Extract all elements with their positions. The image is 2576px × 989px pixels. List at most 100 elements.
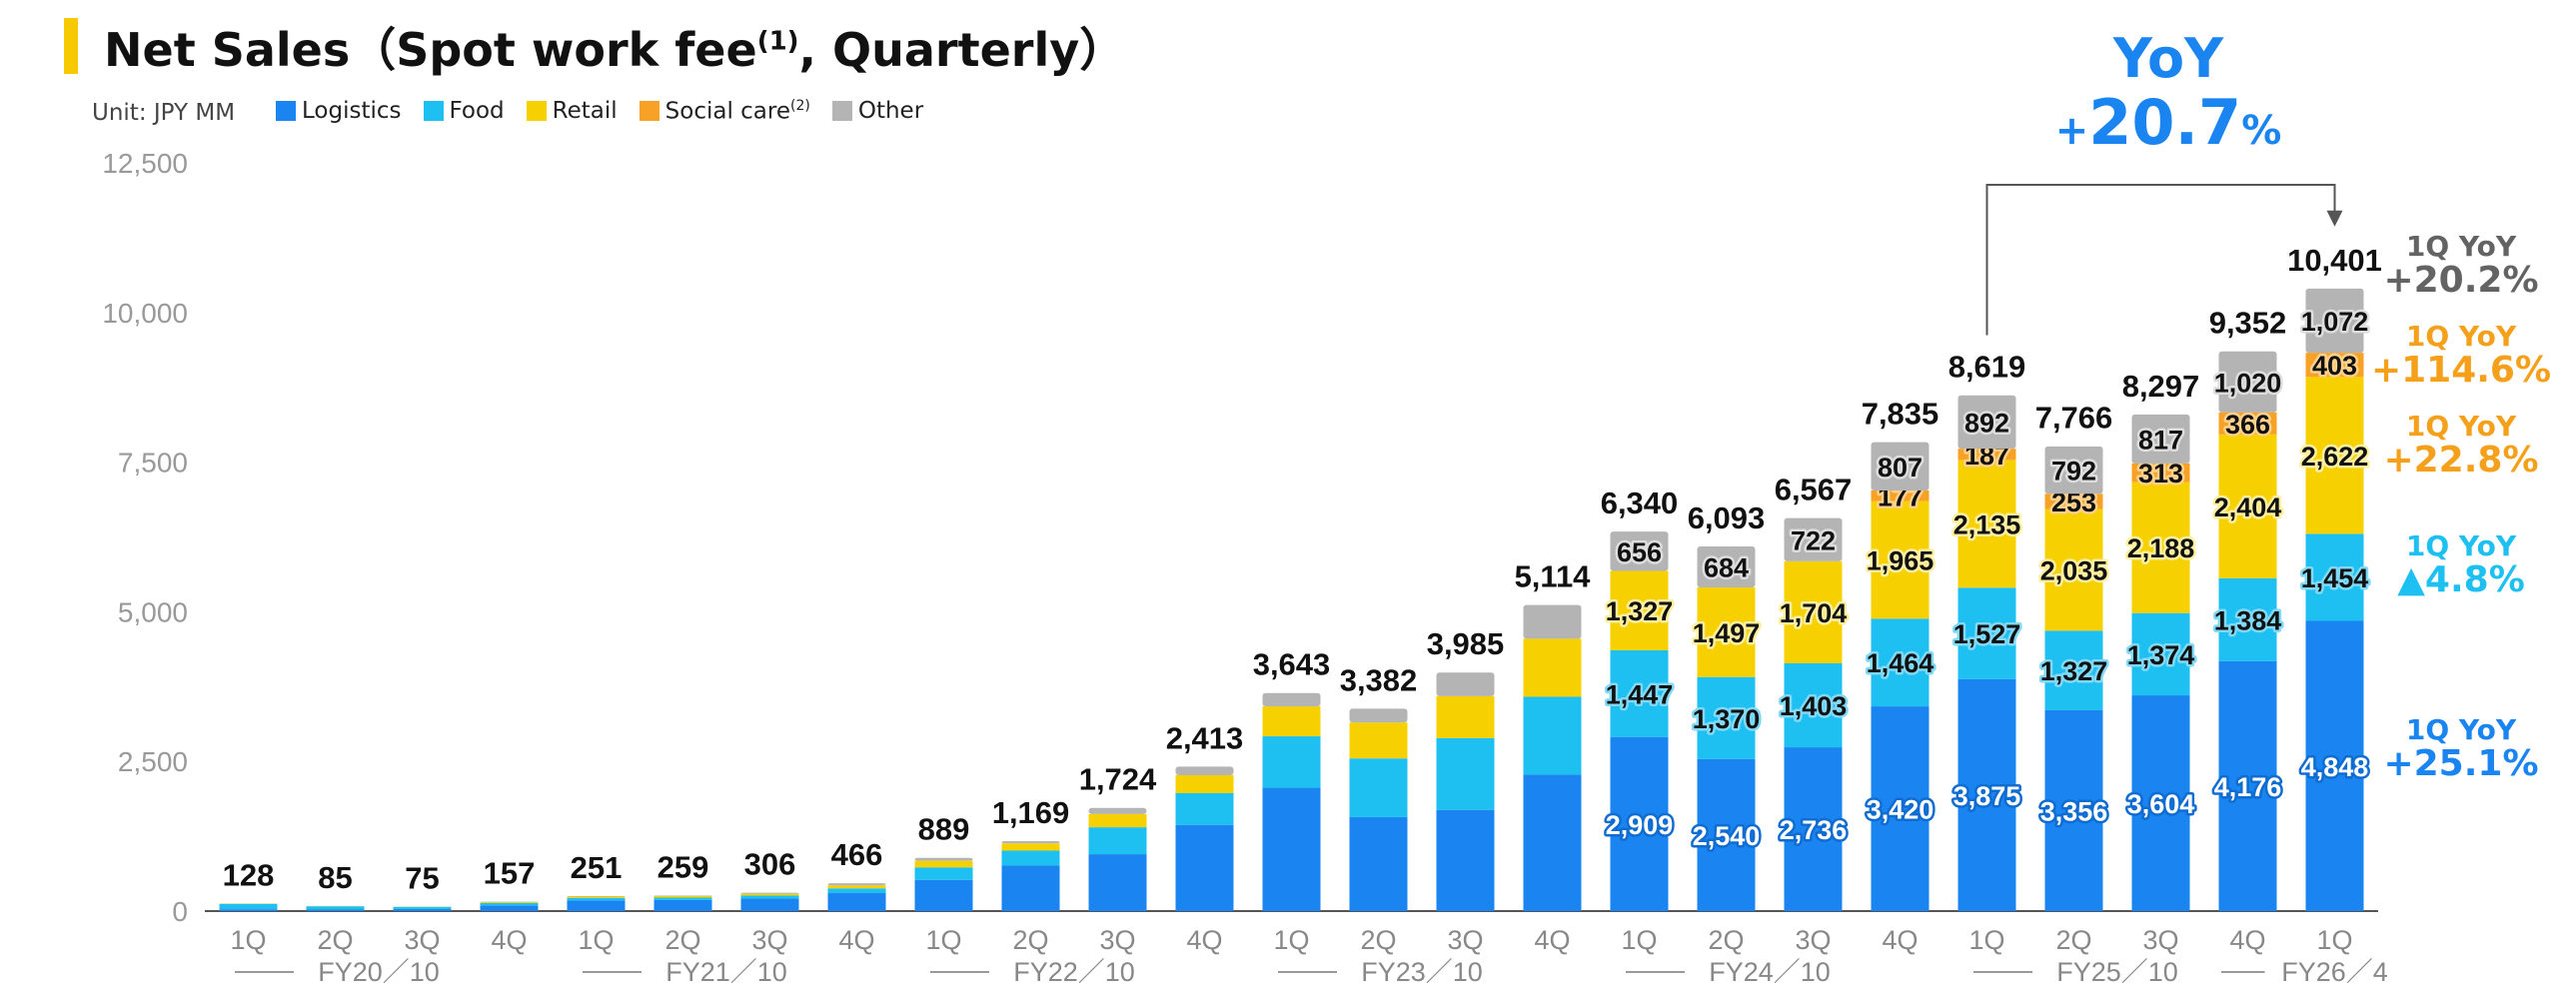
- bar-segment-food: [1349, 758, 1408, 817]
- yoy-headline: YoY +20.7%: [2048, 32, 2288, 154]
- bar-segment-other: [2305, 288, 2364, 354]
- bar-segment-food: [1175, 792, 1234, 825]
- legend-swatch-retail: [526, 101, 547, 122]
- legend: Logistics Food Retail Social care(2) Oth…: [276, 98, 923, 125]
- segment-value-label: 817: [2138, 425, 2183, 455]
- legend-item-logistics: Logistics: [276, 98, 402, 125]
- legend-item-social-care: Social care(2): [639, 98, 810, 125]
- legend-item-retail: Retail: [526, 98, 618, 125]
- x-tick-label: 4Q: [2229, 925, 2265, 955]
- legend-label-social-care: Social care: [664, 98, 790, 125]
- bar-segment-food: [1262, 736, 1321, 788]
- segment-value-label: 2,909: [1606, 810, 1674, 840]
- bar-segment-retail: [827, 885, 886, 889]
- segment-value-label: 1,454: [2301, 563, 2369, 593]
- bar-segment-logistics: [1957, 678, 2016, 911]
- bar-segment-other: [2131, 414, 2190, 464]
- segment-value-label: 1,704: [1780, 598, 1848, 628]
- bar-total-label: 3,382: [1340, 662, 1418, 697]
- segment-value-label: 1,464: [1867, 648, 1934, 678]
- bar-segment-food: [2218, 577, 2277, 661]
- segment-value-label: 2,736: [1780, 815, 1848, 845]
- bar-total-label: 7,835: [1862, 397, 1939, 432]
- legend-label-retail: Retail: [552, 98, 618, 125]
- x-tick-label: 3Q: [1795, 925, 1831, 955]
- bar-segment-other: [1175, 766, 1234, 775]
- bar-segment-logistics: [1001, 865, 1060, 911]
- segment-value-label: 2,404: [2214, 493, 2282, 522]
- x-tick-label: 2Q: [317, 925, 353, 955]
- bar-segment-retail: [1436, 695, 1495, 738]
- bar-segment-retail: [2044, 508, 2103, 631]
- bar-segment-retail: [914, 860, 973, 868]
- bar-segment-retail: [2131, 482, 2190, 613]
- bar-total-label: 466: [831, 837, 883, 872]
- bar-segment-food: [914, 867, 973, 880]
- bar-segment-food: [306, 906, 365, 910]
- bar-segment-food: [1610, 649, 1669, 737]
- segment-value-label: 403: [2312, 351, 2357, 381]
- bar-segment-logistics: [1349, 816, 1408, 911]
- segment-value-label: 892: [1964, 408, 2009, 438]
- bar-segment-logistics: [1610, 736, 1669, 911]
- bar-segment-logistics: [1784, 747, 1843, 911]
- side-yoy-logistics: 1Q YoY +25.1%: [2346, 713, 2576, 784]
- bar-segment-food: [827, 888, 886, 894]
- fiscal-year-label: FY20／10: [318, 957, 440, 987]
- bar-segment-retail: [2305, 377, 2364, 534]
- x-tick-label: 2Q: [1708, 925, 1744, 955]
- side-yoy-label: 1Q YoY: [2405, 230, 2517, 263]
- bar-segment-logistics: [1523, 774, 1582, 911]
- bar-segment-logistics: [2218, 660, 2277, 911]
- bar-segment-retail: [2218, 434, 2277, 578]
- bar-segment-food: [1871, 618, 1930, 707]
- bar-segment-food: [393, 906, 452, 909]
- bar-segment-logistics: [827, 893, 886, 911]
- bar-segment-retail: [480, 902, 539, 903]
- y-tick-label: 5,000: [118, 596, 188, 627]
- bar-segment-retail: [1175, 774, 1234, 793]
- bar-total-label: 1,724: [1079, 762, 1157, 797]
- x-tick-label: 1Q: [1621, 925, 1657, 955]
- fiscal-year-label: FY26／4: [2281, 957, 2388, 987]
- x-tick-label: 1Q: [925, 925, 961, 955]
- segment-value-label: 684: [1704, 553, 1749, 583]
- segment-value-label: 1,374: [2127, 640, 2195, 670]
- segment-value-label: 1,527: [1953, 619, 2021, 649]
- bar-total-label: 6,567: [1775, 473, 1853, 507]
- bar-total-label: 1,169: [992, 795, 1070, 830]
- fiscal-year-label: FY23／10: [1361, 957, 1483, 987]
- y-tick-label: 7,500: [118, 448, 188, 479]
- side-yoy-label: 1Q YoY: [2405, 410, 2517, 443]
- page-title: Net Sales（Spot work fee(1), Quarterly）: [104, 14, 1125, 80]
- segment-value-label: 3,420: [1867, 795, 1934, 825]
- segment-value-label: 3,604: [2127, 789, 2195, 819]
- segment-value-label: 792: [2051, 457, 2096, 487]
- x-tick-label: 4Q: [1882, 925, 1918, 955]
- bar-segment-other: [1436, 672, 1495, 696]
- segment-value-label: 1,403: [1780, 691, 1848, 721]
- yoy-bracket-arrowhead: [2326, 210, 2343, 227]
- segment-value-label: 1,497: [1693, 618, 1761, 648]
- bar-total-label: 259: [657, 849, 709, 884]
- side-yoy-label: 1Q YoY: [2405, 713, 2517, 746]
- bar-segment-other: [740, 892, 799, 894]
- segment-value-label: 2,135: [1953, 509, 2021, 539]
- x-tick-label: 3Q: [2142, 925, 2178, 955]
- x-tick-label: 4Q: [1186, 925, 1222, 955]
- y-tick-label: 12,500: [102, 148, 188, 179]
- bar-segment-logistics: [2131, 695, 2190, 911]
- yoy-headline-pct: %: [2241, 108, 2282, 154]
- bar-segment-food: [1957, 587, 2016, 679]
- bar-segment-other: [1262, 692, 1321, 707]
- x-tick-label: 3Q: [1447, 925, 1483, 955]
- bar-segment-other: [1088, 807, 1147, 814]
- bar-segment-social-care: [2131, 463, 2190, 483]
- legend-note-social-care: (2): [790, 98, 810, 114]
- side-yoy-value: +20.2%: [2383, 260, 2539, 302]
- bar-segment-retail: [1523, 638, 1582, 697]
- legend-item-food: Food: [423, 98, 505, 125]
- segment-value-label: 1,370: [1693, 704, 1761, 734]
- segment-value-label: 1,072: [2301, 307, 2369, 337]
